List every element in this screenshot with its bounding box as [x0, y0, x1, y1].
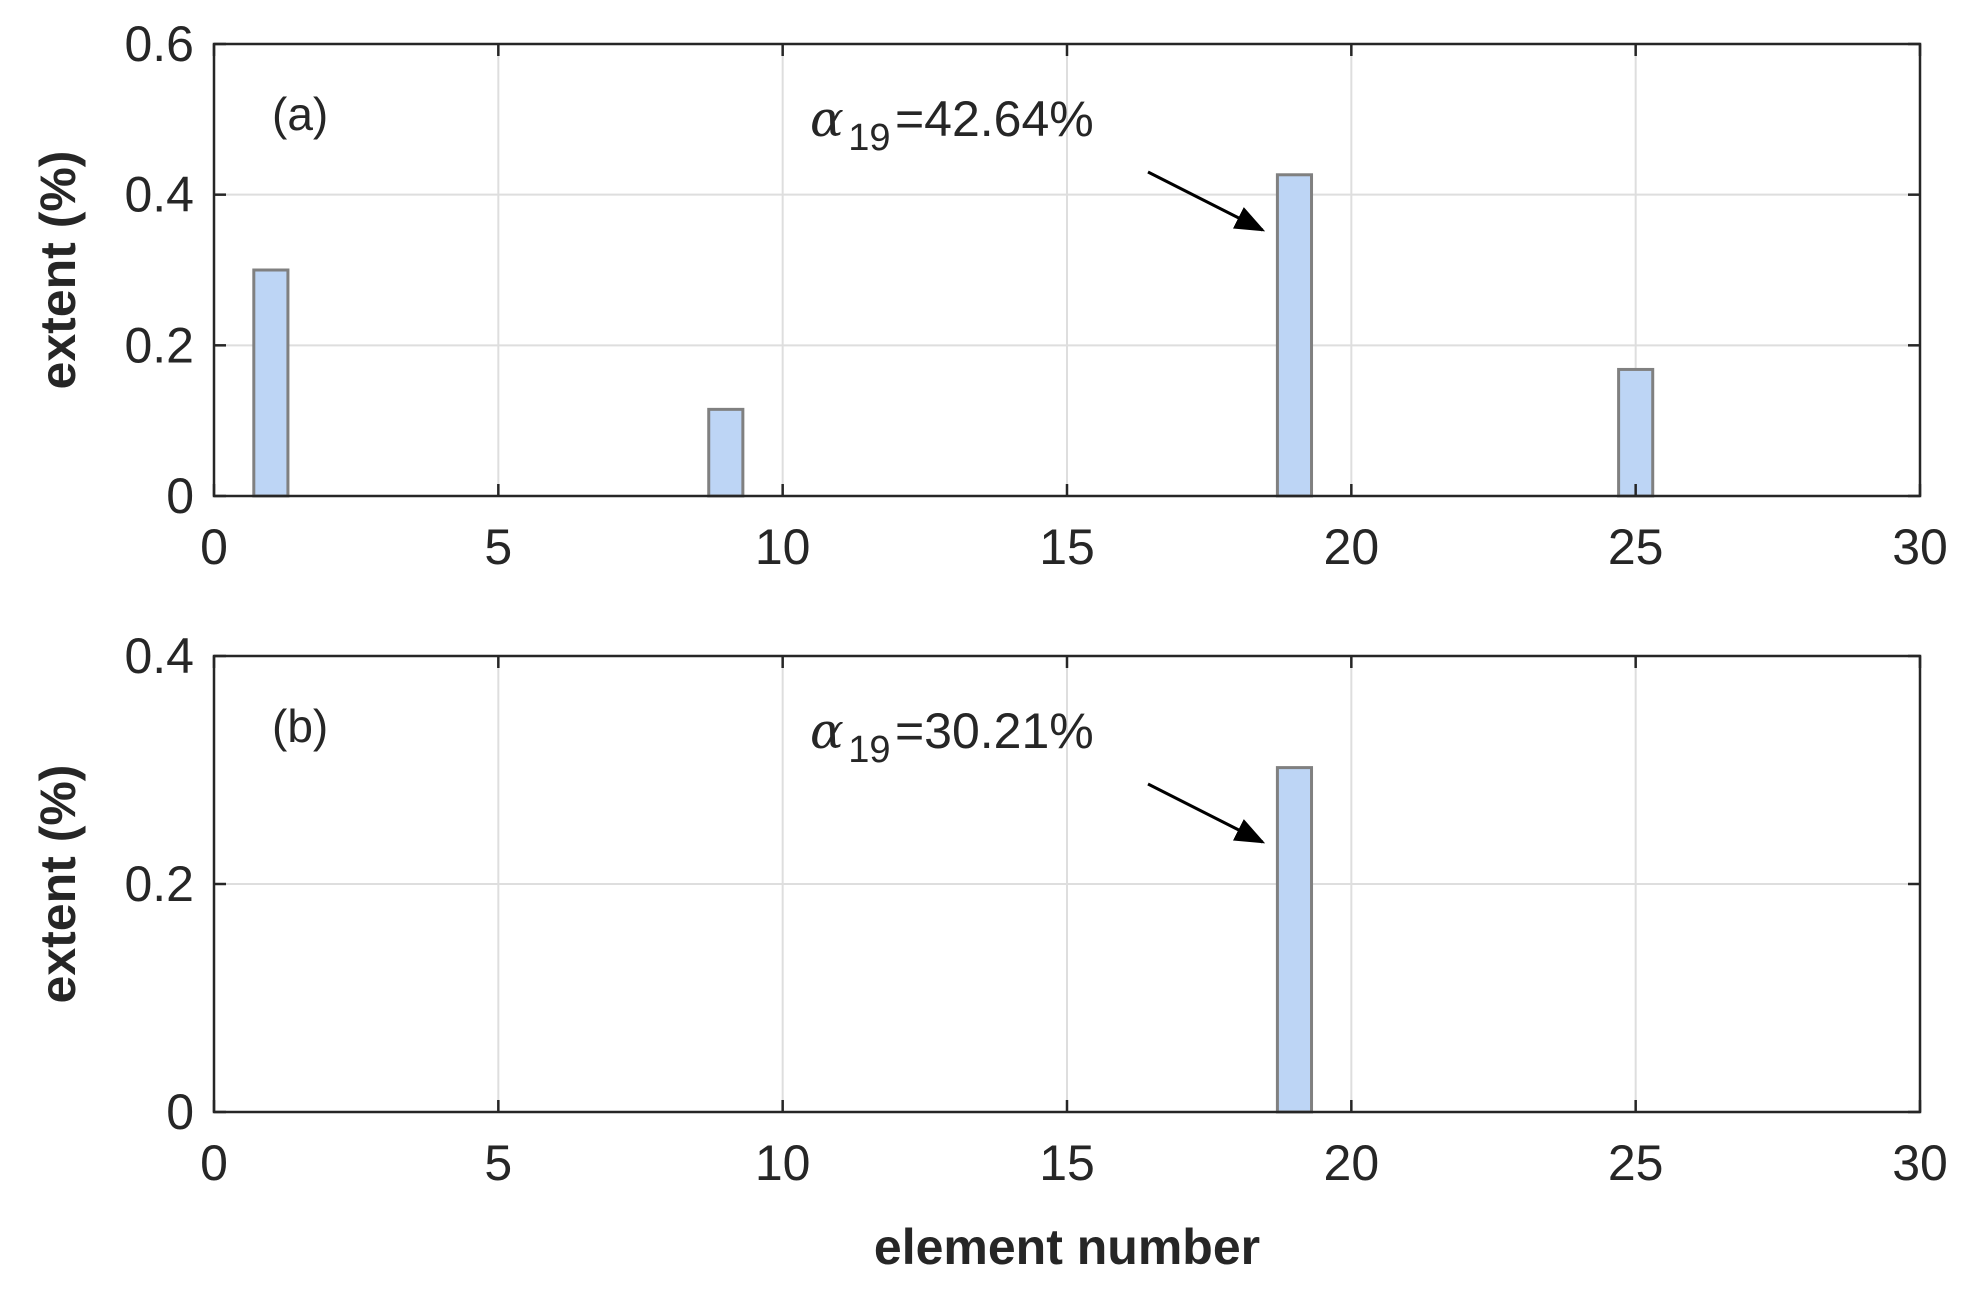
- x-tick-label-b: 20: [1324, 1135, 1380, 1191]
- y-axis-label-b: extent (%): [30, 765, 86, 1004]
- y-tick-label-a: 0: [166, 468, 194, 524]
- bar-a-element-9: [707, 407, 745, 498]
- svg-text:α 19 =30.21%: α 19 =30.21%: [810, 702, 1094, 771]
- bar-a-element-25: [1617, 367, 1655, 498]
- panel-a: 0 5 10 15 20 25 30 0 0.2 0.4 0.6 (a) extent (%) α …: [30, 16, 1948, 575]
- alpha-subscript-a: 19: [848, 117, 890, 159]
- y-tick-label-b: 0.2: [124, 856, 194, 912]
- annotation-arrow-a: [1147, 170, 1266, 232]
- y-tick-label-a: 0.6: [124, 16, 194, 72]
- svg-text:α 19 =42.64%: α 19 =42.64%: [810, 90, 1094, 159]
- alpha-subscript-b: 19: [848, 729, 890, 771]
- bar-b-element-19: [1275, 766, 1314, 1114]
- panel-label-b: (b): [272, 700, 328, 752]
- panel-label-a: (a): [272, 88, 328, 140]
- alpha-symbol-a: α: [810, 90, 844, 148]
- annotation-b: α 19 =30.21%: [810, 702, 1266, 844]
- bar-a-element-1: [252, 268, 290, 498]
- ticks-a: 0 5 10 15 20 25 30 0 0.2 0.4 0.6: [124, 16, 1947, 575]
- x-tick-label-a: 5: [484, 519, 512, 575]
- x-axis-label: element number: [874, 1219, 1260, 1275]
- x-tick-label-b: 10: [755, 1135, 811, 1191]
- grid-a: [214, 44, 1920, 496]
- annotation-arrow-b: [1147, 782, 1266, 844]
- bar-a-element-19: [1275, 173, 1314, 498]
- x-tick-label-a: 25: [1608, 519, 1664, 575]
- x-tick-label-b: 25: [1608, 1135, 1664, 1191]
- x-tick-label-b: 5: [484, 1135, 512, 1191]
- x-tick-label-b: 0: [200, 1135, 228, 1191]
- bars-a: [252, 173, 1655, 498]
- y-axis-label-a: extent (%): [30, 151, 86, 390]
- x-tick-label-a: 10: [755, 519, 811, 575]
- x-tick-label-a: 30: [1892, 519, 1948, 575]
- x-tick-label-a: 0: [200, 519, 228, 575]
- alpha-value-a: =42.64%: [895, 91, 1094, 147]
- alpha-value-b: =30.21%: [895, 703, 1094, 759]
- panel-b: 0 5 10 15 20 25 30 0 0.2 0.4 (b) extent (%) α 19 …: [30, 628, 1948, 1275]
- x-tick-label-b: 15: [1039, 1135, 1095, 1191]
- y-tick-label-b: 0.4: [124, 628, 194, 684]
- y-tick-label-b: 0: [166, 1084, 194, 1140]
- bars-b: [1275, 766, 1314, 1114]
- ticks-b: 0 5 10 15 20 25 30 0 0.2 0.4: [124, 628, 1947, 1191]
- x-tick-label-b: 30: [1892, 1135, 1948, 1191]
- alpha-symbol-b: α: [810, 702, 844, 760]
- x-tick-label-a: 20: [1324, 519, 1380, 575]
- x-tick-label-a: 15: [1039, 519, 1095, 575]
- annotation-a: α 19 =42.64%: [810, 90, 1266, 232]
- y-tick-label-a: 0.4: [124, 167, 194, 223]
- y-tick-label-a: 0.2: [124, 317, 194, 373]
- grid-b: [214, 656, 1920, 1112]
